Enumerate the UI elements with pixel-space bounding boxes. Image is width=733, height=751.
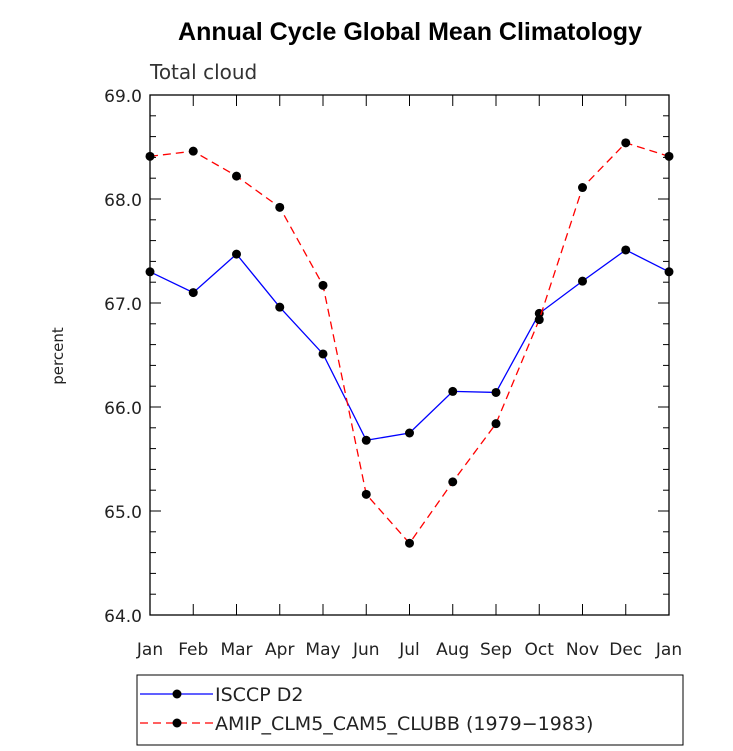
data-point xyxy=(491,419,501,429)
data-point xyxy=(405,538,414,548)
data-point xyxy=(621,245,631,255)
data-point xyxy=(318,280,328,290)
legend-label-1: AMIP_CLM5_CAM5_CLUBB (1979−1983) xyxy=(215,713,593,735)
data-point xyxy=(448,386,458,396)
x-tick-label: Jan xyxy=(655,640,682,660)
chart-title: Annual Cycle Global Mean Climatology xyxy=(178,18,642,46)
legend-box xyxy=(136,674,684,746)
x-tick-label: Aug xyxy=(436,640,469,660)
data-point xyxy=(448,477,458,487)
y-tick-label: 67.0 xyxy=(104,295,142,315)
x-tick-label: Sep xyxy=(480,640,512,660)
data-point xyxy=(188,288,198,298)
x-tick-label: May xyxy=(305,640,340,660)
x-tick-label: Feb xyxy=(178,640,208,660)
y-tick-label: 65.0 xyxy=(104,503,142,523)
data-point xyxy=(405,428,414,438)
y-tick-label: 68.0 xyxy=(104,191,142,211)
data-point xyxy=(361,489,371,499)
x-tick-label: Mar xyxy=(220,640,252,660)
x-tick-label: Oct xyxy=(525,640,555,660)
data-point xyxy=(188,146,198,156)
legend-marker xyxy=(172,689,182,699)
legend-marker xyxy=(172,718,182,728)
data-point xyxy=(491,387,501,397)
chart-subtitle: Total cloud xyxy=(149,60,257,84)
x-tick-label: Jan xyxy=(136,640,163,660)
legend-label-0: ISCCP D2 xyxy=(215,684,303,706)
data-point xyxy=(232,249,241,259)
data-point xyxy=(578,183,587,193)
x-tick-label: Jul xyxy=(398,640,420,660)
data-point xyxy=(275,202,285,212)
series-line-1 xyxy=(149,142,670,545)
data-point xyxy=(578,276,587,286)
data-point xyxy=(621,138,631,148)
data-point xyxy=(534,315,544,325)
x-tick-label: Dec xyxy=(609,640,642,660)
series-line-0 xyxy=(149,249,670,442)
y-tick-label: 69.0 xyxy=(104,87,142,107)
data-point xyxy=(232,171,241,181)
x-tick-label: Jun xyxy=(352,640,380,660)
plot-frame xyxy=(149,94,670,616)
y-tick-label: 64.0 xyxy=(104,607,142,627)
y-axis-label: percent xyxy=(49,327,67,385)
data-point xyxy=(275,302,285,312)
data-point xyxy=(318,349,328,359)
x-tick-label: Nov xyxy=(566,640,599,660)
y-tick-label: 66.0 xyxy=(104,399,142,419)
data-point xyxy=(361,435,371,445)
x-tick-label: Apr xyxy=(265,640,294,660)
